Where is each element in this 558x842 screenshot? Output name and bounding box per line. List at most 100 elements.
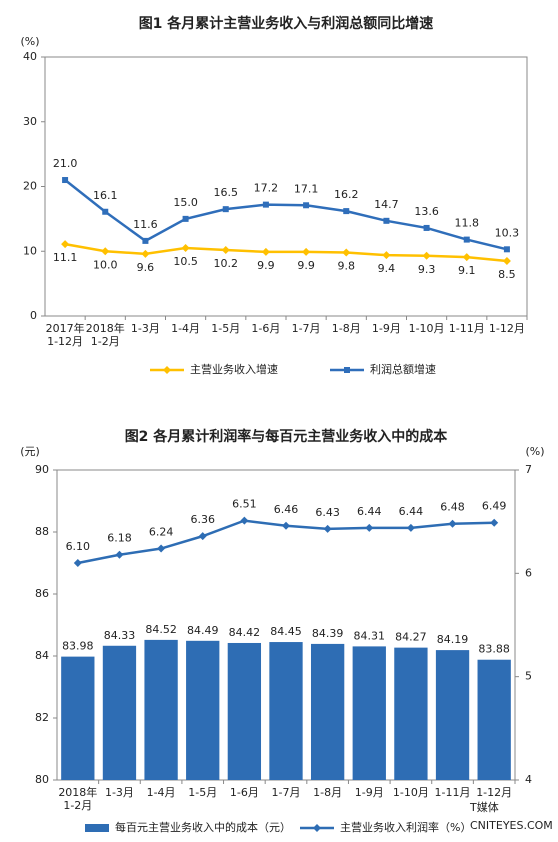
point — [262, 201, 269, 208]
x-tick-label: 1-5月 — [211, 322, 240, 335]
value-label: 16.1 — [93, 189, 118, 202]
y-tick-label: 80 — [35, 773, 49, 786]
x-tick-label: 1-12月 — [476, 786, 512, 799]
x-tick-label: 1-5月 — [188, 786, 217, 799]
bar — [186, 640, 220, 780]
point — [448, 519, 457, 528]
point — [303, 202, 310, 209]
value-label: 84.39 — [312, 627, 344, 640]
x-tick-label: 1-12月 — [489, 322, 525, 335]
value-label: 11.8 — [455, 217, 480, 230]
y2-unit: (%) — [525, 445, 544, 458]
bar — [352, 646, 386, 780]
point — [101, 247, 110, 256]
x-tick-label: 1-4月 — [171, 322, 200, 335]
point — [222, 206, 229, 213]
point — [157, 544, 166, 553]
value-label: 84.49 — [187, 624, 219, 637]
y-unit: (元) — [20, 445, 40, 458]
value-label: 6.43 — [315, 506, 340, 519]
y2-tick-label: 7 — [525, 463, 532, 476]
value-label: 10.5 — [173, 255, 198, 268]
watermark-site: CNITEYES.COM — [470, 819, 553, 832]
bar — [310, 643, 345, 780]
point — [423, 224, 430, 231]
point — [422, 251, 431, 260]
x-tick-label: 1-7月 — [292, 322, 321, 335]
chart-title: 图1 各月累计主营业务收入与利润总额同比增速 — [139, 15, 434, 32]
value-label: 21.0 — [53, 157, 78, 170]
y2-tick-label: 4 — [525, 773, 532, 786]
value-label: 6.44 — [399, 505, 424, 518]
y-tick-label: 40 — [23, 50, 37, 63]
x-tick-label: 1-8月 — [332, 322, 361, 335]
line — [64, 179, 508, 251]
x-tick-label: 1-11月 — [435, 786, 471, 799]
x-tick-label: 1-9月 — [372, 322, 401, 335]
x-tick-label: 1-6月 — [251, 322, 280, 335]
x-tick-label: 1-9月 — [355, 786, 384, 799]
value-label: 16.2 — [334, 188, 359, 201]
value-label: 6.44 — [357, 505, 382, 518]
y-tick-label: 30 — [23, 115, 37, 128]
point — [490, 518, 499, 527]
value-label: 83.88 — [478, 643, 510, 656]
x-tick-label: 1-3月 — [131, 322, 160, 335]
point — [503, 246, 510, 253]
y-tick-label: 90 — [35, 463, 49, 476]
point — [502, 256, 511, 265]
value-label: 10.2 — [214, 257, 239, 270]
value-label: 11.1 — [53, 251, 78, 264]
point — [102, 208, 109, 215]
value-label: 84.31 — [354, 629, 386, 642]
value-label: 8.5 — [498, 268, 516, 281]
y-tick-label: 84 — [35, 649, 49, 662]
point — [323, 524, 332, 533]
y2-tick-label: 6 — [525, 566, 532, 579]
y-tick-label: 20 — [23, 180, 37, 193]
point — [61, 240, 70, 249]
value-label: 9.4 — [378, 262, 396, 275]
x-tick-label: 1-10月 — [393, 786, 429, 799]
value-label: 6.36 — [190, 513, 215, 526]
x-tick-label: 2017年 1-12月 — [46, 321, 85, 348]
value-label: 13.6 — [414, 205, 439, 218]
value-label: 6.51 — [232, 498, 257, 511]
x-tick-label: 2018年 1-2月 — [86, 321, 125, 348]
plot-frame — [44, 56, 528, 317]
point — [261, 247, 270, 256]
value-label: 10.3 — [495, 226, 520, 239]
line — [64, 242, 508, 263]
point — [462, 253, 471, 262]
point — [62, 177, 69, 184]
point — [142, 237, 149, 244]
y-tick-label: 86 — [35, 587, 49, 600]
value-label: 84.27 — [395, 631, 427, 644]
watermark-logo: T媒体 — [469, 800, 499, 814]
value-label: 84.33 — [104, 629, 136, 642]
point — [141, 249, 150, 258]
legend-swatch — [85, 824, 109, 832]
bar — [394, 647, 428, 780]
legend-label: 利润总额增速 — [370, 362, 436, 376]
value-label: 6.18 — [107, 532, 132, 545]
x-tick-label: 1-11月 — [449, 322, 485, 335]
value-label: 6.24 — [149, 526, 174, 539]
value-label: 6.49 — [482, 500, 507, 513]
legend-marker — [163, 366, 171, 374]
point — [182, 215, 189, 222]
legend-label: 主营业务收入增速 — [190, 362, 278, 376]
x-tick-label: 2018年 1-2月 — [58, 785, 97, 812]
point — [382, 251, 391, 260]
legend-marker — [344, 367, 350, 373]
bar — [144, 639, 178, 780]
bar — [269, 642, 303, 780]
x-tick-label: 1-4月 — [147, 786, 176, 799]
x-tick-label: 1-7月 — [272, 786, 301, 799]
value-label: 84.42 — [229, 626, 261, 639]
point — [240, 516, 249, 525]
point — [342, 248, 351, 257]
point — [73, 559, 82, 567]
value-label: 14.7 — [374, 198, 399, 211]
